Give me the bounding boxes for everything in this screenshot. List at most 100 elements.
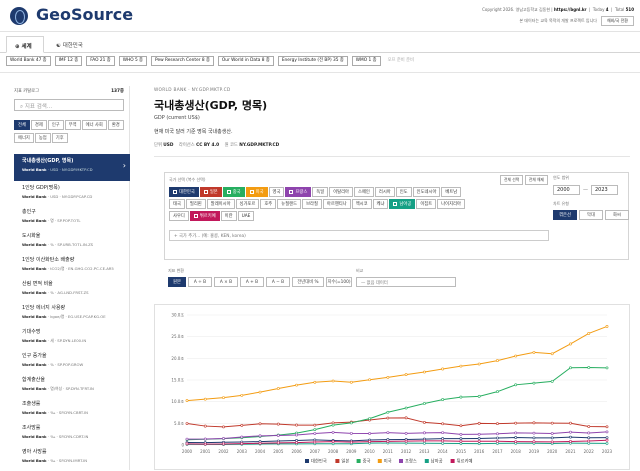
country-chip[interactable]: 케냐 — [372, 199, 389, 209]
language-toggle-button[interactable]: 해외/국 전환 — [600, 16, 634, 26]
indicator-src-name: World Bank — [22, 386, 47, 391]
deselect-all-button[interactable]: 전체 해제 — [524, 175, 548, 185]
source-chip[interactable]: WMO 1 종 — [351, 56, 381, 66]
data-point — [477, 439, 481, 443]
country-chip[interactable]: 호주 — [260, 199, 277, 209]
data-point — [203, 397, 207, 401]
y-tick-label: 0 — [181, 443, 184, 448]
filter-pill[interactable]: 무역 — [64, 120, 81, 130]
source-chip[interactable]: World Bank 47 종 — [6, 56, 51, 66]
data-point — [532, 421, 536, 425]
source-chip[interactable]: IMF 12 종 — [54, 56, 83, 66]
korea-flag-icon: ☯ — [56, 43, 61, 49]
filter-pill[interactable]: 농업 — [34, 133, 51, 143]
country-chip[interactable]: 남아공 — [389, 199, 416, 209]
source-chip[interactable]: Pew Research Center 8 종 — [151, 56, 214, 66]
country-chip[interactable]: 필리핀 — [185, 199, 206, 209]
country-chip[interactable]: 싱가포르 — [235, 199, 260, 209]
tab-world[interactable]: ⊕ 세계 — [6, 36, 44, 53]
chart-container: 0 5.0조 10.0조 15.0조 20.0조 25.0조 30.0조 2000 2001 20… — [154, 304, 630, 470]
country-chip[interactable]: 튀르키예 — [189, 211, 220, 221]
transform-add[interactable]: A + B — [240, 277, 264, 287]
country-chip[interactable]: 사우디 — [169, 211, 189, 221]
country-chip[interactable]: 영국 — [268, 187, 285, 197]
legend-swatch — [399, 459, 403, 463]
country-chip[interactable]: 뉴질랜드 — [277, 199, 302, 209]
transform-multiply[interactable]: A × B — [214, 277, 238, 287]
source-chip[interactable]: WHO 5 종 — [118, 56, 147, 66]
country-chip[interactable]: 멕시코 — [351, 199, 372, 209]
country-chip[interactable]: 말레이시아 — [206, 199, 235, 209]
site-link[interactable]: https://bgnl.kr — [553, 7, 587, 12]
indicator-item[interactable]: 1인당 에너지 사용량 World Bank · kgoe/명 · EG.USE.… — [14, 301, 130, 325]
chart-type-map[interactable]: 화씨 — [605, 210, 629, 220]
country-chip[interactable]: UAE — [237, 211, 255, 221]
country-chip[interactable]: 일본 — [199, 187, 222, 197]
country-chip[interactable]: 스페인 — [354, 187, 374, 197]
data-point — [459, 395, 463, 399]
compare-select[interactable]: — 없음 데이터 — [356, 277, 456, 287]
year-from-input[interactable]: 2000 — [553, 185, 580, 195]
indicator-code: · 명/여성 · SP.DYN.TFRT.IN — [47, 386, 94, 391]
country-chip[interactable]: 아르헨티나 — [322, 199, 351, 209]
indicator-item[interactable]: 기대수명 World Bank · 세 · SP.DYN.LE00.IN — [14, 325, 130, 349]
source-chip[interactable]: Energy Institute (전 BP) 35 종 — [277, 56, 348, 66]
indicator-search-input[interactable]: ⌕ 지표 검색... — [14, 99, 124, 111]
data-point — [313, 423, 317, 427]
filter-pill[interactable]: 환경 — [107, 120, 124, 130]
indicator-item[interactable]: 도시화율 World Bank · % · SP.URB.TOTL.IN.ZS — [14, 229, 130, 253]
filter-pill[interactable]: 에너지 — [14, 133, 34, 143]
country-chip[interactable]: 중국 — [222, 187, 245, 197]
country-chip[interactable]: 이탈리아 — [329, 187, 354, 197]
transform-yoy[interactable]: 전년대비 % — [292, 277, 324, 287]
country-chip[interactable]: 미국 — [245, 187, 268, 197]
filter-pill[interactable]: 전체 — [14, 120, 30, 130]
country-chip[interactable]: 인도네시아 — [412, 187, 441, 197]
indicator-item[interactable]: 조사망률 World Bank · ‰ · SP.DYN.CDRT.IN — [14, 421, 130, 445]
indicator-item[interactable]: 영아 사망률 World Bank · ‰ · SP.DYN.IMRT.IN — [14, 445, 130, 469]
series-line — [186, 367, 608, 441]
country-name: 멕시코 — [355, 202, 368, 207]
indicator-item[interactable]: 총인구 World Bank · 명 · SP.POP.TOTL — [14, 205, 130, 229]
country-chip[interactable]: 대한민국 — [169, 187, 199, 197]
transform-subtract[interactable]: A − B — [266, 277, 290, 287]
y-tick-label: 15.0조 — [171, 378, 184, 383]
country-chip[interactable]: 나이지리아 — [437, 199, 465, 209]
country-search-input[interactable]: + 국가 추가... (예: 홍콩, KEN, korea) — [169, 230, 549, 241]
country-chip[interactable]: 태국 — [169, 199, 185, 209]
indicator-item[interactable]: 산림 면적 비율 World Bank · % · AG.LND.FRST.ZS — [14, 277, 130, 301]
transform-index[interactable]: 지수(=100) — [326, 277, 352, 287]
country-chip[interactable]: 이집트 — [416, 199, 437, 209]
tab-korea[interactable]: ☯ 대한민국 — [56, 43, 83, 49]
transform-divide[interactable]: A ÷ B — [188, 277, 212, 287]
country-chip[interactable]: 브라질 — [302, 199, 322, 209]
indicator-item[interactable]: 국내총생산(GDP, 명목) World Bank · USD · NY.GDP.… — [14, 154, 130, 181]
country-name: 영국 — [272, 190, 281, 195]
legend-label: 중국 — [363, 459, 371, 465]
indicator-item[interactable]: 1인당 GDP(명목) World Bank · USD · NY.GDP.PCA… — [14, 181, 130, 205]
indicator-item[interactable]: 1인당 이산화탄소 배출량 World Bank · tCO2/명 · EN.GH… — [14, 253, 130, 277]
filter-pill[interactable]: 기후 — [51, 133, 68, 143]
country-chip[interactable]: 이란 — [220, 211, 237, 221]
country-chip[interactable]: 인도 — [395, 187, 412, 197]
country-chip[interactable]: 프랑스 — [285, 187, 312, 197]
filter-pill[interactable]: 인구 — [47, 120, 64, 130]
indicator-item[interactable]: 인구 증가율 World Bank · % · SP.POP.GROW — [14, 349, 130, 373]
indicator-code: · kgoe/명 · EG.USE.PCAP.KG.OE — [47, 314, 106, 319]
indicator-item[interactable]: 조출생률 World Bank · ‰ · SP.DYN.CBRT.IN — [14, 397, 130, 421]
indicator-source: World Bank · USD · NY.GDP.PCAP.CD — [22, 194, 126, 199]
year-to-input[interactable]: 2023 — [591, 185, 618, 195]
source-chip[interactable]: Our World in Data 8 종 — [217, 56, 274, 66]
select-all-button[interactable]: 전체 선택 — [500, 175, 524, 185]
country-chip[interactable]: 독일 — [312, 187, 329, 197]
country-chip[interactable]: 베트남 — [441, 187, 462, 197]
filter-pill[interactable]: 경제 — [30, 120, 47, 130]
filter-pill[interactable]: 에너 사회 — [81, 120, 107, 130]
data-point — [404, 431, 408, 435]
chart-type-line[interactable]: 꺾은선 — [553, 210, 577, 220]
country-chip[interactable]: 러시아 — [374, 187, 395, 197]
indicator-item[interactable]: 합계출산율 World Bank · 명/여성 · SP.DYN.TFRT.IN — [14, 373, 130, 397]
transform-original[interactable]: 원본 — [168, 277, 186, 287]
chart-type-bar[interactable]: 막대 — [579, 210, 603, 220]
source-chip[interactable]: FAO 21 종 — [86, 56, 115, 66]
